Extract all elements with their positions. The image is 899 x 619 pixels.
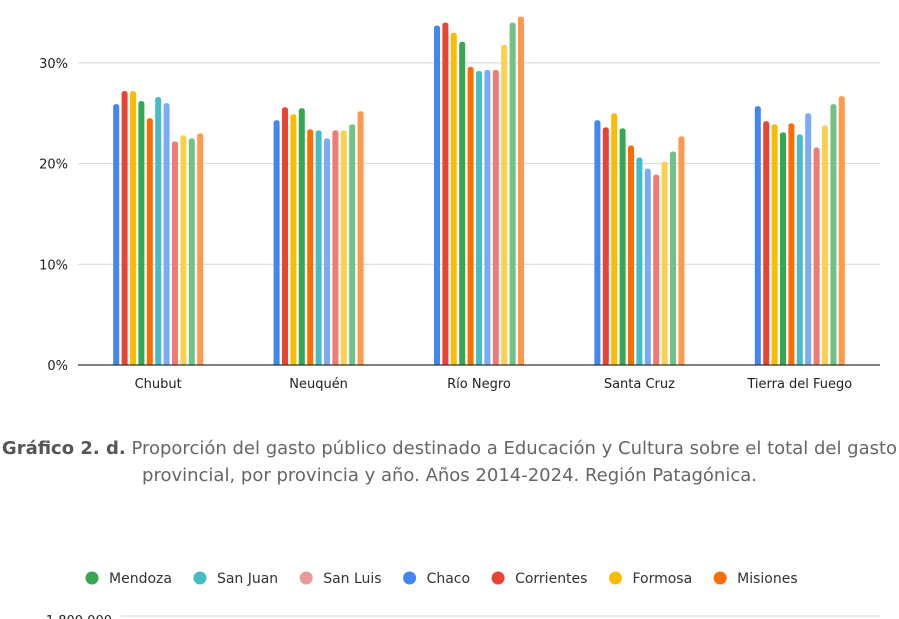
x-tick-label: Río Negro bbox=[447, 377, 511, 392]
bar bbox=[594, 120, 601, 368]
bar bbox=[763, 121, 770, 368]
bar bbox=[830, 104, 837, 368]
bar bbox=[349, 124, 356, 369]
bar bbox=[459, 41, 466, 369]
bar bbox=[180, 135, 187, 368]
bar bbox=[796, 134, 803, 368]
bar bbox=[838, 96, 845, 369]
bar bbox=[282, 107, 288, 368]
legend-label: Corrientes bbox=[515, 571, 587, 587]
caption-text: Proporción del gasto público destinado a… bbox=[125, 438, 898, 486]
legend-marker bbox=[193, 571, 207, 585]
caption-label: Gráfico 2. d. bbox=[1, 438, 126, 459]
bar bbox=[467, 66, 474, 368]
bar bbox=[771, 124, 778, 369]
x-tick-label: Chubut bbox=[135, 377, 182, 392]
bar bbox=[636, 157, 643, 368]
legend-label: San Juan bbox=[217, 571, 278, 587]
legend-label: Mendoza bbox=[109, 571, 172, 587]
bar bbox=[653, 174, 660, 368]
x-tick-label: Neuquén bbox=[289, 377, 348, 392]
bar bbox=[130, 91, 136, 368]
bar bbox=[197, 133, 204, 368]
bar bbox=[476, 70, 482, 369]
bar bbox=[518, 16, 524, 368]
bar bbox=[442, 22, 449, 369]
bar bbox=[611, 113, 618, 368]
bar bbox=[644, 168, 651, 368]
bar bbox=[332, 130, 339, 368]
legend-label: Misiones bbox=[737, 571, 798, 587]
bar bbox=[619, 128, 626, 368]
y-tick-label: 0% bbox=[47, 359, 68, 374]
bar bbox=[509, 22, 516, 369]
bar bbox=[113, 104, 120, 368]
bar bbox=[780, 132, 786, 368]
bar bbox=[813, 147, 820, 368]
legend-marker bbox=[713, 571, 727, 585]
bar-chart: 0% 10% 20% 30% Chubut Neuquén Río Negro Santa C… bbox=[39, 16, 880, 392]
bar bbox=[661, 161, 668, 368]
bar bbox=[121, 91, 128, 368]
bar bbox=[602, 127, 609, 369]
legend-marker bbox=[608, 571, 622, 585]
bar bbox=[492, 69, 499, 368]
legend-label: Chaco bbox=[427, 571, 471, 587]
bar bbox=[788, 123, 795, 368]
bar bbox=[315, 130, 322, 368]
bar bbox=[273, 120, 280, 368]
axis-mask bbox=[78, 365, 880, 375]
legend-marker bbox=[299, 571, 313, 585]
bar bbox=[484, 69, 491, 368]
bar bbox=[450, 32, 457, 368]
legend-marker bbox=[85, 571, 99, 585]
bar bbox=[357, 111, 364, 369]
y-tick-label: 1.800.000 bbox=[46, 614, 112, 619]
bar bbox=[188, 138, 195, 368]
legend-marker bbox=[491, 571, 505, 585]
bar bbox=[163, 103, 170, 369]
bar bbox=[155, 97, 162, 368]
bar bbox=[307, 129, 314, 368]
bar bbox=[670, 151, 676, 368]
bar bbox=[822, 125, 828, 368]
chart-caption: Gráfico 2. d. Proporción del gasto públi… bbox=[0, 435, 899, 489]
bar bbox=[324, 138, 330, 368]
bar bbox=[805, 113, 812, 368]
bar bbox=[754, 106, 761, 369]
bar bbox=[340, 130, 347, 368]
bar bbox=[138, 101, 145, 368]
y-tick-label: 30% bbox=[39, 57, 68, 72]
bar bbox=[146, 118, 153, 368]
y-tick-label: 20% bbox=[39, 158, 68, 173]
y-tick-label: 10% bbox=[39, 258, 68, 273]
bar bbox=[298, 108, 305, 368]
legend-marker bbox=[403, 571, 417, 585]
bar bbox=[172, 141, 178, 368]
bar bbox=[434, 25, 440, 369]
legend-label: Formosa bbox=[632, 571, 692, 587]
bar bbox=[678, 136, 685, 368]
bar bbox=[628, 145, 634, 368]
bar bbox=[501, 44, 508, 369]
x-tick-label: Santa Cruz bbox=[604, 377, 675, 392]
bar bbox=[290, 114, 297, 368]
x-tick-label: Tierra del Fuego bbox=[746, 377, 852, 392]
legend-label: San Luis bbox=[323, 571, 381, 587]
